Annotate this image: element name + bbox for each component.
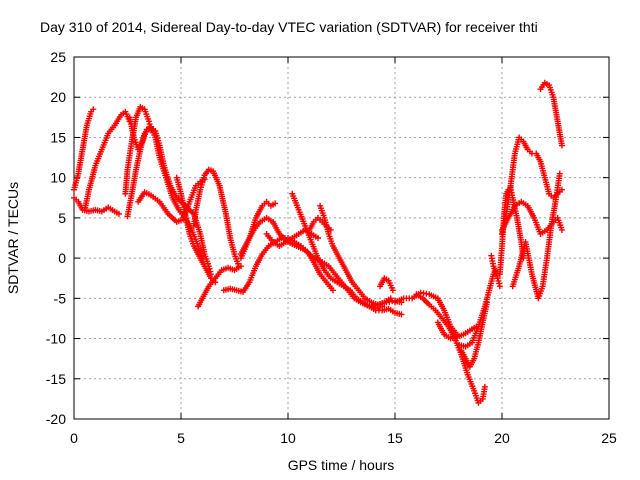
series-pass-12 [220,235,336,295]
series-pass-30 [537,79,565,149]
series-pass-16 [317,202,394,308]
data-point [389,287,396,294]
data-point [484,299,491,306]
y-tick-label: -5 [54,290,67,306]
data-point [556,170,563,177]
data-points [71,79,565,406]
series-pass-13 [237,198,279,262]
y-tick-label: 20 [50,89,66,105]
data-point [235,263,242,270]
series-pass-09 [195,263,244,310]
series-pass-15 [289,190,386,311]
series-pass-24 [458,299,491,370]
data-point [314,235,321,241]
chart-title: Day 310 of 2014, Sidereal Day-to-day VTE… [40,19,538,35]
series-pass-01 [71,106,97,193]
y-tick-label: 25 [50,49,66,65]
y-tick-label: 10 [50,170,66,186]
series-pass-14 [263,226,321,250]
y-tick-label: 0 [58,250,66,266]
data-point [398,311,405,318]
x-tick-label: 25 [601,430,617,446]
x-axis: 0 5 10 15 20 25 [70,57,617,446]
data-point [558,226,565,233]
x-tick-label: 20 [494,430,510,446]
series-pass-08 [173,174,219,286]
data-point [387,295,394,302]
x-tick-label: 5 [177,430,185,446]
data-point [90,106,97,113]
series-pass-17 [306,214,334,233]
data-point [558,142,565,149]
y-tick-label: 15 [50,129,66,145]
data-point [496,283,503,290]
data-point [272,200,279,207]
series-pass-18 [359,299,405,318]
x-tick-label: 15 [387,430,403,446]
data-point [481,383,488,390]
series-pass-28 [499,198,565,237]
x-tick-label: 10 [280,430,296,446]
data-point [327,226,334,233]
y-tick-label: -10 [46,331,66,347]
y-tick-label: 5 [58,210,66,226]
data-point [115,210,122,217]
series-pass-22 [434,319,480,342]
x-tick-label: 0 [70,430,78,446]
series-pass-25 [488,252,503,290]
series-pass-27 [499,134,565,237]
y-tick-label: -20 [46,411,66,427]
y-axis: -20 -15 -10 -5 0 5 10 15 20 25 [46,49,609,427]
series-pass-29 [509,170,563,302]
data-point [329,287,336,294]
series-pass-10 [190,166,242,270]
y-tick-label: -15 [46,371,66,387]
y-axis-label: SDTVAR / TECUs [5,182,21,294]
plot-frame [73,56,610,420]
series-pass-19 [377,275,396,294]
x-axis-label: GPS time / hours [288,457,395,473]
